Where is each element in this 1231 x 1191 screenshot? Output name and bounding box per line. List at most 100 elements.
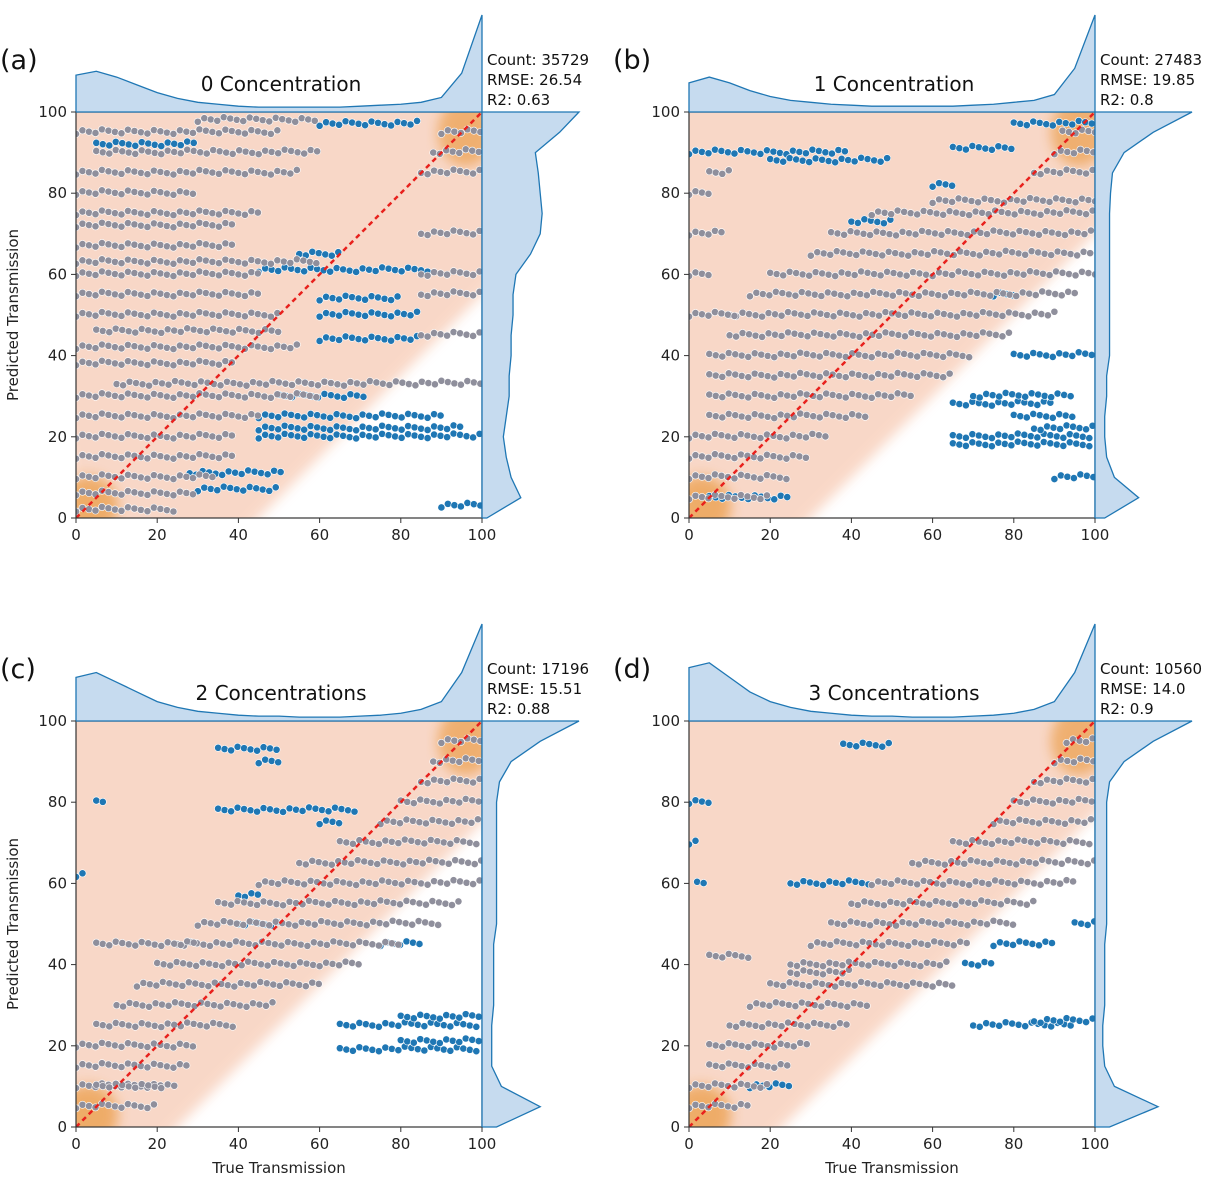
scatter-point-outlier xyxy=(335,1019,344,1028)
scatter-point-outlier xyxy=(413,1020,422,1029)
scatter-point-outlier xyxy=(1001,389,1010,397)
scatter-point xyxy=(163,242,171,251)
scatter-point xyxy=(920,311,929,319)
scatter-point-outlier xyxy=(227,746,235,755)
x-tick-label: 40 xyxy=(229,1135,248,1153)
scatter-point xyxy=(758,1000,767,1009)
scatter-point-outlier xyxy=(98,140,107,149)
scatter-point xyxy=(202,149,211,158)
scatter-point xyxy=(143,1104,152,1112)
scatter-point xyxy=(1071,271,1080,280)
scatter-point xyxy=(335,961,343,970)
scatter-point-outlier xyxy=(811,154,820,163)
scatter-point xyxy=(737,392,746,401)
scatter-point-outlier xyxy=(1082,471,1091,480)
scatter-point xyxy=(737,412,746,421)
scatter-point-outlier xyxy=(321,250,330,259)
scatter-point xyxy=(176,430,184,439)
scatter-point xyxy=(940,292,949,301)
scatter-point-outlier xyxy=(355,1043,364,1052)
scatter-point xyxy=(137,270,145,279)
scatter-point xyxy=(691,309,700,317)
scatter-point xyxy=(462,878,471,887)
scatter-point xyxy=(183,145,192,154)
scatter-point xyxy=(234,168,243,177)
scatter-point xyxy=(448,147,457,156)
scatter-point xyxy=(163,270,171,279)
scatter-point xyxy=(185,960,194,969)
scatter-point xyxy=(169,223,178,232)
scatter-point xyxy=(208,343,217,352)
scatter-point-outlier xyxy=(928,182,937,191)
scatter-point xyxy=(454,816,463,825)
scatter-point xyxy=(987,196,995,204)
scatter-point xyxy=(859,920,868,928)
scatter-point-outlier xyxy=(397,413,406,422)
scatter-point xyxy=(184,978,193,987)
scatter-point xyxy=(1012,292,1021,300)
scatter-point xyxy=(111,324,120,333)
scatter-point xyxy=(253,391,262,400)
scatter-point xyxy=(280,876,289,885)
scatter-point xyxy=(926,208,935,217)
scatter-point xyxy=(145,980,154,989)
scatter-point-outlier xyxy=(717,147,726,155)
scatter-point xyxy=(944,227,952,236)
scatter-point xyxy=(763,1080,771,1089)
scatter-point xyxy=(913,352,922,361)
scatter-point xyxy=(215,169,223,178)
scatter-point-outlier xyxy=(287,423,296,431)
scatter-point xyxy=(691,1100,700,1109)
scatter-point xyxy=(758,290,767,298)
scatter-point xyxy=(970,900,979,908)
scatter-point xyxy=(316,939,325,948)
scatter-point-outlier xyxy=(263,470,272,479)
scatter-point xyxy=(829,312,838,321)
scatter-point xyxy=(164,1001,173,1010)
scatter-point xyxy=(163,1080,172,1089)
scatter-point xyxy=(98,255,106,264)
scatter-point-outlier xyxy=(756,149,765,158)
scatter-point xyxy=(1065,197,1073,205)
scatter-point xyxy=(952,878,961,887)
scatter-point xyxy=(195,450,204,459)
scatter-point xyxy=(131,1083,140,1092)
scatter-point xyxy=(833,229,842,238)
scatter-point xyxy=(221,207,230,215)
scatter-point xyxy=(91,291,100,300)
scatter-point xyxy=(1048,228,1056,237)
scatter-point xyxy=(731,411,740,420)
scatter-point xyxy=(104,268,113,277)
scatter-point-outlier xyxy=(345,425,354,433)
scatter-point xyxy=(370,900,378,908)
scatter-point xyxy=(698,310,706,319)
scatter-point xyxy=(408,920,417,929)
scatter-point-outlier xyxy=(246,745,255,754)
scatter-point xyxy=(158,379,166,388)
scatter-point xyxy=(879,919,887,927)
scatter-point-outlier xyxy=(353,391,361,400)
scatter-point-outlier xyxy=(1007,144,1016,153)
scatter-point-outlier xyxy=(293,424,302,433)
scatter-point xyxy=(819,962,827,971)
scatter-point xyxy=(965,353,974,362)
scatter-point xyxy=(384,877,393,886)
scatter-point xyxy=(815,393,824,402)
scatter-point xyxy=(1056,778,1064,787)
scatter-point-outlier xyxy=(961,145,970,154)
scatter-point xyxy=(216,1002,225,1011)
scatter-point xyxy=(156,127,165,136)
scatter-point-outlier xyxy=(1066,392,1075,401)
scatter-point xyxy=(815,413,824,422)
scatter-point-outlier xyxy=(253,890,262,899)
scatter-point xyxy=(396,900,404,909)
scatter-point-outlier xyxy=(214,804,222,813)
scatter-point xyxy=(301,860,310,869)
scatter-point xyxy=(1033,839,1042,848)
scatter-point xyxy=(927,332,935,341)
scatter-point-outlier xyxy=(365,411,374,420)
scatter-point xyxy=(202,240,210,249)
scatter-point-outlier xyxy=(1008,390,1017,399)
scatter-point-outlier xyxy=(1021,1022,1030,1031)
